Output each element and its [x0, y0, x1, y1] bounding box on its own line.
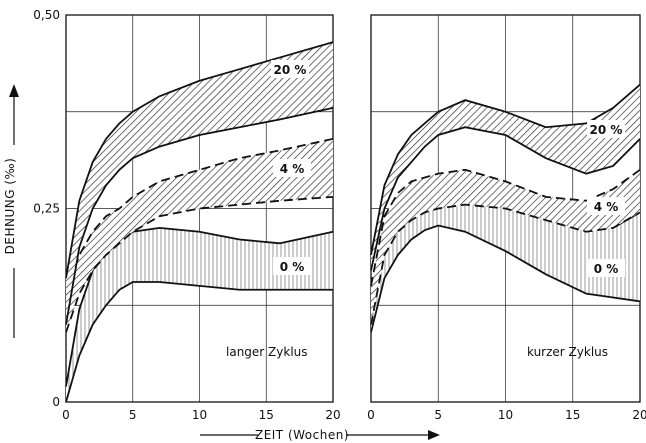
- panel-label: langer Zyklus: [226, 345, 308, 359]
- x-tick-label: 5: [129, 408, 137, 422]
- band-area-4pct: [66, 138, 333, 333]
- panel-label: kurzer Zyklus: [527, 345, 608, 359]
- band-label-box: [587, 120, 625, 138]
- band-upper-line-4pct: [65, 137, 334, 294]
- y-tick-label: 0,25: [33, 202, 60, 216]
- band-lower-line-4pct: [370, 203, 641, 325]
- panel-langer-zyklus: 20 % 4 % 0 % langer Zyklus 0 5 10 15 20: [62, 14, 341, 422]
- x-tick-label: 10: [498, 408, 513, 422]
- x-tick-label: 15: [259, 408, 274, 422]
- shared-axis-text: 0 0,25 0,50: [33, 8, 60, 409]
- x-tick-label: 20: [632, 408, 646, 422]
- band-lower-line-20pct: [370, 126, 641, 271]
- y-tick-label: 0,50: [33, 8, 60, 22]
- band-upper-line-20pct: [65, 41, 334, 279]
- x-tick-label: 0: [62, 408, 70, 422]
- band-label-box: [273, 159, 311, 177]
- band-label-box: [587, 197, 625, 215]
- band-lower-line-0pct: [370, 224, 641, 333]
- y-tick-label: 0: [52, 395, 60, 409]
- x-axis-arrow-icon: [428, 430, 440, 440]
- band-label-box: [587, 259, 625, 277]
- band-label-box: [271, 60, 309, 78]
- band-label: 4 %: [280, 162, 305, 176]
- x-tick-label: 0: [367, 408, 375, 422]
- band-area-0pct: [66, 227, 333, 402]
- y-axis-title: DEHNUNG (‰): [3, 158, 17, 255]
- band-lower-line-20pct: [65, 107, 334, 325]
- band-label: 4 %: [594, 200, 619, 214]
- band-label: 0 %: [594, 262, 619, 276]
- band-label: 0 %: [280, 260, 305, 274]
- x-axis-title: ZEIT (Wochen): [255, 428, 349, 442]
- band-lower-line-0pct: [65, 281, 333, 403]
- x-tick-label: 20: [325, 408, 340, 422]
- band-lower-line-4pct: [65, 195, 334, 333]
- x-tick-label: 5: [434, 408, 442, 422]
- y-axis-arrow-icon: [9, 84, 19, 97]
- band-area-20pct: [371, 84, 640, 271]
- band-label: 20 %: [274, 63, 307, 77]
- x-tick-label: 10: [192, 408, 207, 422]
- band-label-box: [273, 257, 311, 275]
- x-tick-label: 15: [565, 408, 580, 422]
- band-label: 20 %: [590, 123, 623, 137]
- panel-kurzer-zyklus: 20 % 4 % 0 % kurzer Zyklus 0 5 10 15 20: [367, 14, 646, 422]
